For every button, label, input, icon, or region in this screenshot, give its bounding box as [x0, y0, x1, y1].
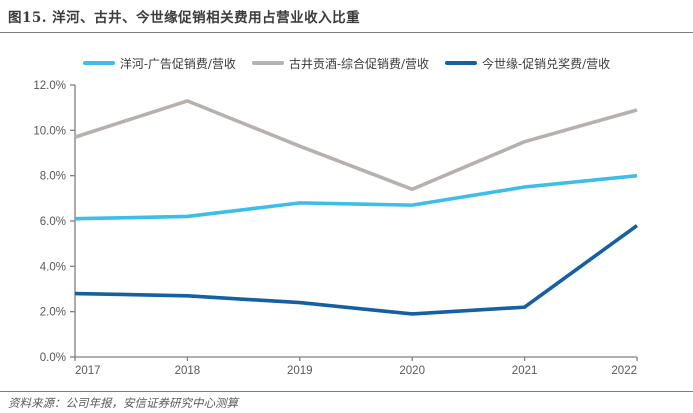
x-tick-label: 2021 — [512, 365, 538, 377]
title-underline-rule — [0, 32, 693, 33]
legend-label-gujing: 古井贡酒-综合促销费/营收 — [288, 56, 430, 71]
y-tick-label: 8.0% — [40, 171, 66, 183]
legend-label-jinshiyuan: 今世缘-促销兑奖费/营收 — [482, 56, 611, 71]
x-tick-label: 2017 — [75, 365, 101, 377]
y-tick-label: 6.0% — [40, 216, 66, 228]
y-tick-label: 10.0% — [33, 125, 66, 137]
legend-item-gujing: 古井贡酒-综合促销费/营收 — [251, 55, 430, 72]
gujing-line-swatch-icon — [251, 61, 284, 65]
x-tick-label: 2020 — [399, 365, 425, 377]
x-tick-label: 2019 — [287, 365, 313, 377]
line-jinshiyuan — [74, 224, 639, 316]
legend-item-yanghe: 洋河-广告促销费/营收 — [82, 55, 236, 72]
yanghe-line-swatch-icon — [82, 61, 115, 65]
jinshiyuan-line-swatch-icon — [445, 61, 478, 65]
y-tick-label: 4.0% — [40, 261, 66, 273]
axis-lines — [74, 85, 637, 358]
y-tick-label: 0.0% — [40, 352, 66, 364]
legend-label-yanghe: 洋河-广告促销费/营收 — [119, 56, 236, 71]
line-yanghe — [74, 173, 638, 221]
figure-title: 图15. 洋河、古井、今世缘促销相关费用占营业收入比重 — [8, 10, 361, 26]
line-gujing — [74, 98, 638, 192]
chart-legend: 洋河-广告促销费/营收 古井贡酒-综合促销费/营收 今世缘-促销兑奖费/营收 — [0, 54, 693, 72]
y-tick-label: 2.0% — [40, 307, 66, 319]
x-tick-label: 2022 — [611, 365, 637, 377]
footer-rule — [0, 391, 693, 392]
legend-item-jinshiyuan: 今世缘-促销兑奖费/营收 — [445, 55, 610, 72]
y-tick-label: 12.0% — [33, 80, 66, 92]
source-note: 资料来源：公司年报，安信证券研究中心测算 — [8, 396, 238, 410]
x-tick-label: 2018 — [175, 365, 201, 377]
